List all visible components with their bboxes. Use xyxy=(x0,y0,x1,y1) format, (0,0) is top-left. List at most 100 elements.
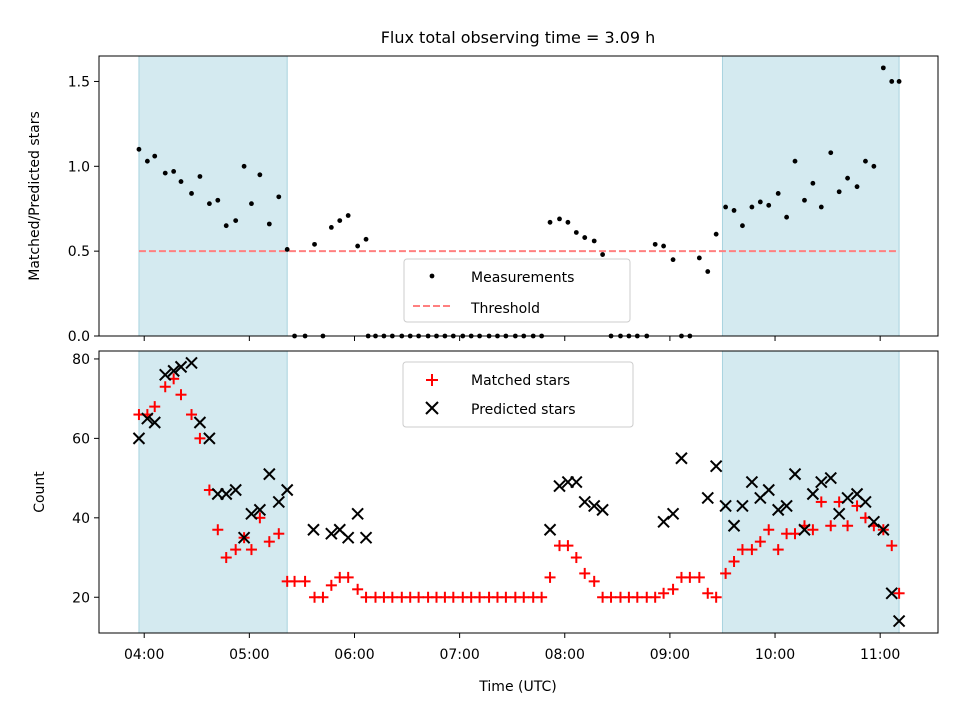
matched-star-point xyxy=(710,591,722,603)
bottom-legend: Matched stars Predicted stars xyxy=(402,361,634,428)
predicted-star-point xyxy=(148,416,161,429)
measurement-point xyxy=(802,197,807,203)
predicted-star-point xyxy=(841,491,854,505)
measurement-point xyxy=(363,236,369,242)
matched-star-point xyxy=(886,540,898,552)
y-tick-label: 0.5 xyxy=(68,244,90,260)
matched-star-point xyxy=(263,536,275,548)
x-tick-label: 05:00 xyxy=(229,647,269,663)
predicted-star-point xyxy=(185,356,198,370)
measurement-point xyxy=(854,184,860,190)
measurement-point xyxy=(171,168,177,174)
x-tick-label: 11:00 xyxy=(860,647,900,663)
matched-star-point xyxy=(754,536,766,548)
predicted-star-point xyxy=(253,503,267,517)
top-y-axis-label: Matched/Predicted stars xyxy=(27,111,43,281)
predicted-star-point xyxy=(701,491,714,505)
matched-star-point xyxy=(588,575,600,587)
matched-star-point xyxy=(194,432,206,444)
matched-star-point xyxy=(342,571,354,583)
x-tick-label: 07:00 xyxy=(439,647,479,663)
matched-star-point xyxy=(570,552,582,564)
shaded-span-2 xyxy=(721,55,900,337)
matched-star-point xyxy=(807,524,819,536)
predicted-star-point xyxy=(174,360,188,374)
measurement-point xyxy=(355,243,361,249)
measurement-point xyxy=(818,204,824,210)
measurement-point xyxy=(284,247,290,252)
predicted-star-point xyxy=(666,507,680,521)
predicted-star-point xyxy=(788,467,802,481)
measurement-point xyxy=(189,191,194,196)
measurement-point xyxy=(312,241,317,247)
y-tick-label: 1.0 xyxy=(68,159,90,175)
predicted-star-point xyxy=(553,479,566,493)
y-tick-label: 20 xyxy=(72,590,90,606)
x-tick-label: 04:00 xyxy=(124,647,164,663)
predicted-star-point xyxy=(885,587,898,600)
matched-star-point xyxy=(245,544,257,556)
predicted-star-point xyxy=(229,483,242,497)
bottom-y-axis-label: Count xyxy=(32,471,48,513)
legend-threshold-label: Threshold xyxy=(470,301,540,317)
predicted-star-point xyxy=(263,467,276,481)
matched-star-point xyxy=(544,571,556,583)
measurement-point xyxy=(661,243,666,249)
matched-star-point xyxy=(159,381,171,393)
matched-star-point xyxy=(518,591,530,603)
y-tick-label: 40 xyxy=(72,511,90,527)
matched-star-point xyxy=(352,583,364,595)
measurement-point xyxy=(215,197,221,203)
measurement-point xyxy=(784,214,790,220)
predicted-star-point xyxy=(709,459,723,473)
x-tick-label: 09:00 xyxy=(650,647,690,663)
predicted-star-point xyxy=(859,495,872,509)
measurement-point xyxy=(696,255,702,261)
matched-star-point xyxy=(842,520,854,532)
predicted-star-point xyxy=(132,432,146,445)
predicted-star-point xyxy=(167,364,180,378)
measurement-point xyxy=(328,224,334,230)
matched-star-point xyxy=(728,556,740,568)
measurement-point xyxy=(871,163,877,169)
measurement-point xyxy=(249,201,254,207)
predicted-star-point xyxy=(771,503,785,517)
top-plot-frame xyxy=(98,55,939,337)
measurement-point xyxy=(889,79,895,84)
measurement-point xyxy=(740,223,745,229)
measurement-point xyxy=(266,221,272,227)
legend-matched-label: Matched stars xyxy=(471,373,570,389)
matched-star-point xyxy=(325,579,337,591)
predicted-star-point xyxy=(877,523,890,536)
measurement-point xyxy=(547,219,553,225)
measurement-point xyxy=(792,158,798,164)
measurement-point xyxy=(573,230,579,235)
matched-star-point xyxy=(649,591,661,603)
measurement-point xyxy=(178,179,184,184)
measurement-point xyxy=(836,189,842,195)
matched-star-point xyxy=(658,587,670,599)
predicted-star-point xyxy=(727,519,741,532)
matched-star-point xyxy=(693,571,705,583)
predicted-star-point xyxy=(341,531,355,544)
predicted-star-point xyxy=(657,515,670,528)
measurement-point xyxy=(775,191,781,196)
matched-star-point xyxy=(500,591,512,603)
matched-star-point xyxy=(763,524,775,536)
matched-star-point xyxy=(736,544,748,556)
predicted-star-point xyxy=(832,507,846,521)
measurement-point xyxy=(880,65,886,71)
legend-predicted-marker xyxy=(425,401,439,415)
predicted-star-point xyxy=(193,416,207,429)
predicted-star-point xyxy=(806,487,820,501)
measurement-point xyxy=(896,79,902,84)
predicted-star-point xyxy=(570,475,583,489)
measurement-point xyxy=(144,158,150,164)
predicted-star-point xyxy=(159,368,172,382)
predicted-star-point xyxy=(745,475,759,489)
x-axis-label: Time (UTC) xyxy=(478,679,556,695)
measurement-point xyxy=(223,223,229,229)
legend-measurements-marker xyxy=(429,273,435,279)
measurement-point xyxy=(152,153,158,159)
